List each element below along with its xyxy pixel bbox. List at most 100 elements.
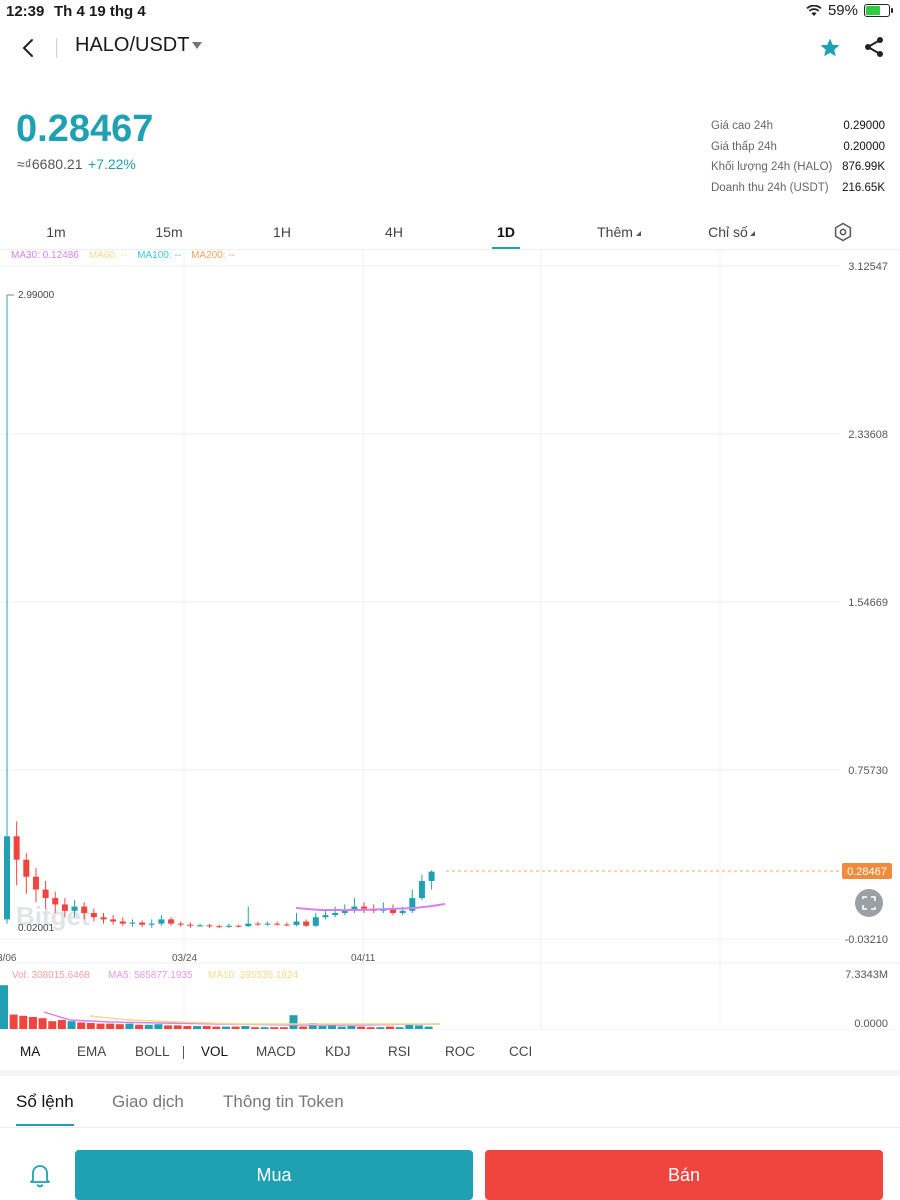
pair-title[interactable]: HALO/USDT	[75, 34, 190, 56]
stat-value: 216.65K	[842, 181, 885, 194]
indicator-tab-cci[interactable]: CCI	[509, 1044, 533, 1059]
star-icon[interactable]	[818, 36, 842, 60]
stat-value: 0.29000	[843, 120, 885, 133]
active-section-underline	[16, 1124, 74, 1126]
battery-percent: 59%	[827, 2, 858, 19]
caret-down-icon[interactable]	[192, 42, 202, 49]
tab-more[interactable]: Thêm	[597, 224, 633, 240]
volume-axis-label: 7.3343M	[845, 969, 888, 981]
caret-icon	[750, 231, 755, 236]
volume-bar	[212, 1026, 221, 1029]
last-price: 0.28467	[16, 108, 154, 150]
volume-bar	[241, 1026, 250, 1029]
section-tabs: Sổ lệnh Giao dịch Thông tin Token	[0, 1076, 900, 1128]
volume-bar	[19, 1015, 28, 1029]
volume-bar	[9, 1014, 18, 1029]
tab-trades[interactable]: Giao dịch	[112, 1092, 184, 1111]
candlestick-chart[interactable]: Bitget 3.12547 2.33608 1.54669 0.75730 -…	[0, 250, 900, 1030]
candle	[283, 922, 290, 927]
candle	[4, 294, 10, 924]
tab-15m[interactable]: 15m	[155, 224, 183, 240]
stat-value: 876.99K	[842, 161, 885, 174]
indicator-tab-roc[interactable]: ROC	[445, 1044, 475, 1059]
candle	[380, 902, 387, 913]
candle	[361, 902, 368, 913]
status-time: 12:39	[6, 3, 45, 20]
indicator-tab-ma[interactable]: MA	[20, 1044, 41, 1059]
stat-label: Khối lượng 24h (HALO)	[711, 161, 833, 174]
candle	[90, 908, 97, 922]
volume-bar	[0, 985, 8, 1029]
candle	[418, 874, 425, 901]
tab-indicators[interactable]: Chỉ số	[708, 224, 748, 240]
candle	[148, 919, 155, 928]
buy-button[interactable]: Mua	[75, 1150, 473, 1200]
bottom-action-bar: Mua Bán	[0, 1150, 900, 1200]
volume-bar	[28, 1017, 37, 1029]
indicator-tab-kdj[interactable]: KDJ	[325, 1044, 351, 1059]
y-tick-label: 3.12547	[848, 261, 888, 273]
ma-legend: MA30: 0.12486 MA60: -- MA100: -- MA200: …	[11, 250, 235, 261]
candle	[235, 924, 242, 928]
stat-label: Doanh thu 24h (USDT)	[711, 181, 829, 194]
back-arrow-icon[interactable]	[14, 32, 42, 64]
y-tick-label: 1.54669	[848, 597, 888, 609]
tab-order-book[interactable]: Sổ lệnh	[16, 1092, 74, 1111]
volume-bar	[164, 1025, 173, 1029]
tab-token-info[interactable]: Thông tin Token	[223, 1092, 344, 1111]
indicator-tab-boll[interactable]: BOLL	[135, 1044, 170, 1059]
sell-button[interactable]: Bán	[485, 1150, 883, 1200]
indicator-tab-vol[interactable]: VOL	[201, 1044, 229, 1059]
y-tick-label: 2.33608	[848, 429, 888, 441]
candle	[293, 912, 300, 927]
stat-row: Giá thấp 24h 0.20000	[711, 137, 885, 158]
volume-bar	[424, 1026, 433, 1029]
candle	[225, 923, 232, 928]
volume-bar	[318, 1026, 327, 1029]
ma-legend-item: MA200: --	[191, 250, 235, 261]
ma-legend-item: MA30: 0.12486	[11, 250, 79, 261]
volume-bar	[154, 1024, 163, 1029]
ma-legend-item: MA100: --	[137, 250, 182, 261]
tab-1m[interactable]: 1m	[46, 224, 66, 240]
fiat-price: ≈₫6680.21	[17, 156, 83, 172]
candle	[216, 924, 223, 928]
volume-bar	[414, 1025, 423, 1029]
volume-ma10-line	[89, 1015, 440, 1025]
volume-bar	[86, 1023, 95, 1029]
volume-bar	[67, 1021, 76, 1029]
volume-bar	[57, 1020, 66, 1029]
volume-bar	[308, 1023, 317, 1029]
tab-4h[interactable]: 4H	[385, 224, 403, 240]
volume-bar	[193, 1026, 201, 1029]
bell-icon[interactable]	[28, 1162, 52, 1188]
ma30-path	[295, 903, 446, 911]
y-tick-label: 0.75730	[848, 765, 888, 777]
volume-legend-vol: Vol: 308015.6468	[12, 970, 90, 981]
candle	[71, 900, 78, 918]
candle	[264, 921, 271, 926]
candle	[206, 923, 213, 928]
candle	[303, 919, 310, 927]
tab-1d[interactable]: 1D	[497, 224, 515, 240]
volume-bar	[405, 1023, 414, 1029]
candle	[274, 921, 281, 926]
candle	[428, 870, 435, 890]
candles	[4, 294, 435, 928]
stat-row: Khối lượng 24h (HALO) 876.99K	[711, 157, 885, 178]
tab-1h[interactable]: 1H	[273, 224, 291, 240]
chart-settings-icon[interactable]	[833, 222, 853, 242]
candle	[139, 920, 146, 927]
reset-view-button[interactable]	[855, 889, 883, 917]
candle	[312, 912, 319, 927]
candle	[322, 910, 329, 920]
volume-bar	[386, 1026, 394, 1029]
ma30-line	[295, 903, 446, 911]
volume-bar	[173, 1025, 182, 1029]
candle	[254, 921, 261, 926]
indicator-tab-ema[interactable]: EMA	[77, 1044, 107, 1059]
indicator-tab-rsi[interactable]: RSI	[388, 1044, 411, 1059]
indicator-tab-macd[interactable]: MACD	[256, 1044, 296, 1059]
share-icon[interactable]	[862, 35, 886, 59]
ma-legend-item: MA60: --	[88, 250, 128, 261]
